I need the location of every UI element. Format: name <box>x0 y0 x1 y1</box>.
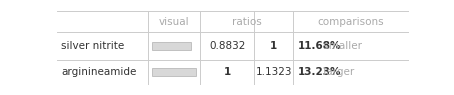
Text: arginineamide: arginineamide <box>61 67 137 77</box>
Text: 13.23%: 13.23% <box>298 67 341 77</box>
Text: visual: visual <box>159 17 189 27</box>
Bar <box>152 42 191 50</box>
Text: 1: 1 <box>224 67 231 77</box>
Text: 1: 1 <box>270 41 277 51</box>
Bar <box>152 68 196 76</box>
Text: smaller: smaller <box>320 41 362 51</box>
Text: silver nitrite: silver nitrite <box>61 41 125 51</box>
Text: 1.1323: 1.1323 <box>256 67 292 77</box>
Text: 11.68%: 11.68% <box>298 41 341 51</box>
Text: 0.8832: 0.8832 <box>209 41 246 51</box>
Text: ratios: ratios <box>232 17 262 27</box>
Text: comparisons: comparisons <box>317 17 384 27</box>
Text: larger: larger <box>320 67 354 77</box>
